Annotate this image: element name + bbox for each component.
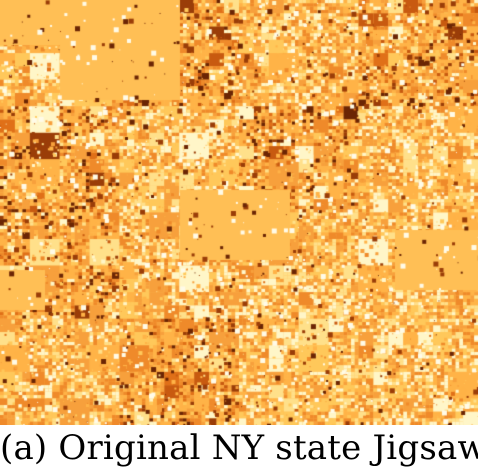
figure-caption: (a) Original NY state Jigsaw bbox=[0, 428, 478, 468]
jigsaw-heatmap-image bbox=[0, 0, 478, 425]
